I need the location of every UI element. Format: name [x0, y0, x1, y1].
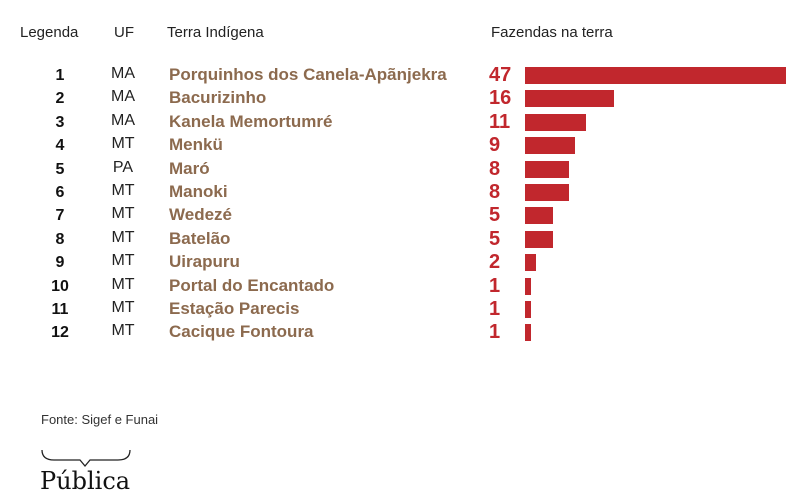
bar [525, 67, 786, 84]
table-row: 5 PA Maró 8 [0, 158, 800, 181]
uf-label: MT [111, 228, 135, 246]
table-row: 10 MT Portal do Encantado 1 [0, 275, 800, 298]
legend-number: 11 [51, 301, 69, 318]
bar [525, 90, 614, 108]
header-uf: UF [114, 24, 134, 41]
terra-name: Portal do Encantado [169, 275, 335, 295]
bar [525, 113, 587, 131]
header-legenda: Legenda [20, 24, 79, 41]
terra-name: Kanela Memortumré [169, 111, 333, 131]
legend-number: 10 [51, 277, 69, 295]
uf-label: MA [111, 65, 135, 82]
bar [525, 184, 570, 201]
uf-label: MT [111, 322, 135, 340]
legend-number: 2 [55, 90, 65, 108]
svg-text:Pública: Pública [40, 467, 130, 494]
table-row: 12 MT Cacique Fontoura 1 [0, 321, 800, 344]
value-label: 1 [489, 274, 501, 297]
value-label: 5 [489, 204, 501, 227]
terra-name: Porquinhos dos Canela-Apãnjekra [169, 65, 447, 84]
uf-label: MA [111, 111, 135, 129]
bar [525, 324, 531, 342]
uf-label: MT [111, 252, 135, 270]
header-terra: Terra Indígena [167, 24, 264, 41]
legend-number: 1 [55, 67, 65, 84]
value-label: 8 [489, 181, 501, 203]
table-row: 9 MT Uirapuru 2 [0, 251, 800, 274]
terra-name: Estação Parecis [169, 299, 300, 318]
source-note: Fonte: Sigef e Funai [41, 412, 159, 427]
value-label: 2 [489, 251, 501, 274]
value-label: 11 [489, 110, 511, 133]
table-row: 3 MA Kanela Memortumré 11 [0, 111, 800, 134]
header-fazendas: Fazendas na terra [491, 24, 613, 41]
table-row: 1 MA Porquinhos dos Canela-Apãnjekra 47 [0, 64, 800, 87]
value-label: 9 [489, 134, 501, 157]
uf-label: MA [111, 88, 135, 106]
uf-label: PA [112, 158, 134, 176]
terra-name: Menkü [169, 135, 223, 155]
value-label: 8 [489, 157, 501, 180]
table-row: 4 MT Menkü 9 [0, 134, 800, 157]
value-label: 16 [489, 87, 512, 110]
legend-number: 4 [55, 137, 65, 155]
bar [525, 301, 531, 318]
legend-number: 8 [55, 230, 65, 248]
uf-label: MT [111, 205, 135, 223]
legend-number: 9 [55, 254, 65, 272]
terra-name: Uirapuru [169, 252, 240, 272]
terra-name: Manoki [169, 182, 228, 201]
table-row: 11 MT Estação Parecis 1 [0, 298, 800, 321]
logo-brace-icon: Pública [40, 449, 131, 495]
publica-logo: Pública [40, 446, 135, 499]
uf-label: MT [111, 299, 135, 316]
terra-name: Wedezé [169, 205, 232, 225]
uf-label: MT [111, 135, 135, 153]
legend-number: 6 [55, 184, 65, 201]
legend-number: 7 [55, 207, 65, 225]
table-row: 7 MT Wedezé 5 [0, 204, 800, 227]
value-label: 5 [489, 227, 501, 250]
legend-number: 3 [55, 113, 65, 131]
table-row: 8 MT Batelão 5 [0, 228, 800, 251]
bar [525, 277, 531, 295]
terra-name: Cacique Fontoura [169, 322, 314, 342]
value-label: 1 [489, 321, 501, 344]
terra-name: Maró [169, 158, 210, 178]
terra-name: Batelão [169, 228, 231, 248]
value-label: 47 [489, 64, 512, 86]
bar [525, 160, 570, 178]
table-row: 6 MT Manoki 8 [0, 181, 800, 204]
bar [525, 137, 575, 155]
terra-name: Bacurizinho [169, 88, 267, 108]
bar [525, 254, 537, 272]
legend-number: 12 [51, 324, 69, 342]
uf-label: MT [111, 182, 135, 199]
legend-number: 5 [55, 160, 65, 178]
uf-label: MT [111, 275, 135, 293]
table-row: 2 MA Bacurizinho 16 [0, 87, 800, 110]
bar [525, 230, 553, 248]
bar [525, 207, 553, 225]
value-label: 1 [489, 298, 501, 320]
